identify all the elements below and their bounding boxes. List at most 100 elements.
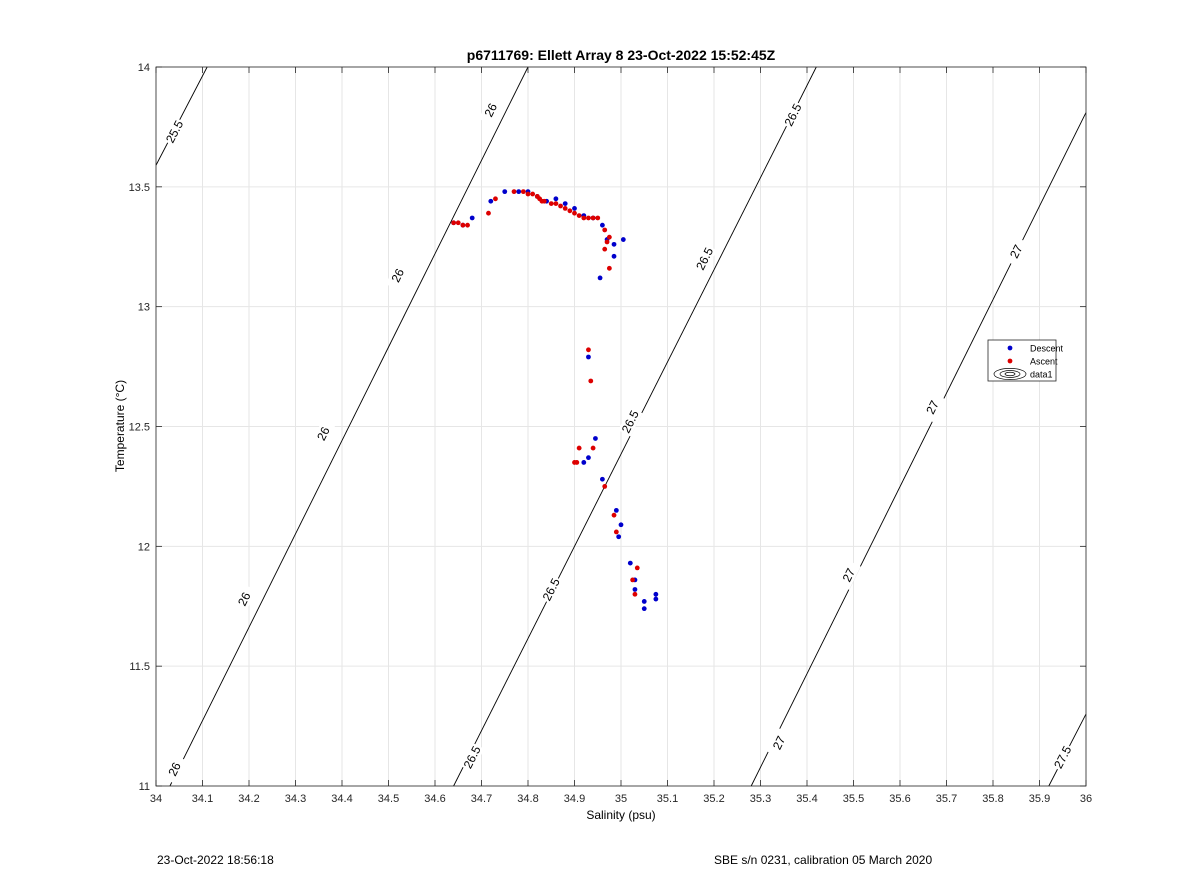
data-point-ascent [572,210,577,216]
legend-marker-descent [1007,345,1013,351]
legend-box [987,339,1057,382]
data-point-descent [613,507,619,513]
data-point-ascent [602,227,608,233]
isopycnal-label: 26 [235,590,254,608]
isopycnal-label-bg [232,584,257,614]
isopycnal-label: 26 [165,760,184,778]
data-point-descent [618,522,624,528]
isopycnal-label: 27 [923,398,942,416]
x-tick-label: 34.9 [564,793,585,805]
data-point-ascent [606,234,612,240]
data-point-ascent [574,460,580,465]
y-tick-label: 11.5 [129,661,150,673]
y-tick-label: 14 [138,62,150,74]
isopycnal-label-bg [920,392,945,423]
data-point-descent [572,206,577,211]
isopycnal-line [155,66,208,166]
data-point-ascent [604,239,610,245]
y-tick-label: 12 [138,541,150,553]
data-point-ascent [590,215,596,221]
data-point-descent [593,436,598,441]
data-point-descent [600,222,605,228]
data-point-ascent [588,378,594,384]
data-point-descent [597,275,603,281]
data-point-ascent [586,347,591,353]
x-tick-label: 35 [615,793,627,805]
isopycnal-label-bg [539,574,564,605]
x-tick-label: 35.7 [936,793,957,805]
data-point-ascent [451,220,456,226]
isopycnal-label-bg [311,418,336,449]
isopycnal-label-bg [162,754,187,784]
x-tick-label: 35.2 [703,793,724,805]
x-tick-label: 35.9 [1029,793,1050,805]
x-tick-label: 36 [1080,793,1092,805]
data-point-descent [553,196,559,202]
data-point-ascent [613,529,619,535]
data-point-descent [620,237,626,242]
data-point-ascent [602,484,608,489]
data-point-ascent [632,591,638,597]
isopycnal-label: 26 [314,424,333,442]
series-descent [451,189,659,612]
data-point-descent [653,596,659,602]
data-point-ascent [530,191,536,197]
isopycnal-label-bg [460,742,485,772]
x-tick-label: 34.6 [424,793,445,805]
data-point-ascent [595,215,601,221]
legend-label-descent: Descent [1030,344,1064,354]
data-point-ascent [493,196,498,202]
legend: Descent Ascent data1 [987,339,1064,382]
isopycnal-label-bg [618,406,643,437]
isopycnal-label-bg [767,728,792,758]
data-point-ascent [541,198,547,204]
data-point-ascent [558,203,563,209]
data-point-descent [581,460,587,465]
data-point-descent [469,215,475,221]
data-point-ascent [520,189,526,195]
data-point-ascent [576,213,582,218]
data-point-ascent [581,215,587,221]
data-point-descent [600,476,605,482]
legend-label-data1: data1 [1030,370,1053,380]
legend-label-ascent: Ascent [1030,357,1058,367]
data-point-ascent [465,222,470,228]
data-point-descent [586,455,591,461]
data-point-descent [516,189,522,195]
density-contours: 25.5262626262626.526.526.526.526.5272727… [155,66,1087,787]
data-point-descent [586,354,591,360]
isopycnal-label-bg [478,95,503,125]
data-point-ascent [562,206,568,211]
x-tick-label: 35.4 [796,793,817,805]
x-tick-label: 34.4 [331,793,352,805]
isopycnal-label: 27 [1007,242,1026,260]
data-point-ascent [460,222,466,228]
legend-marker-contour [1004,371,1016,377]
x-tick-label: 34 [150,793,162,805]
data-point-ascent [486,210,491,216]
data-point-descent [627,560,633,566]
data-point-ascent [590,445,596,451]
data-point-descent [616,534,622,540]
data-point-ascent [553,201,559,207]
data-point-ascent [525,191,531,197]
x-tick-label: 34.5 [378,793,399,805]
axis-ticks: 34 34.1 34.2 34.3 34.4 34.5 34.6 34.7 34.8 34.9 35… [129,62,1093,805]
y-tick-label: 13.5 [129,182,150,194]
data-point-ascent [455,220,461,226]
series-ascent [451,189,640,597]
data-point-descent [611,253,617,259]
data-point-ascent [602,246,608,252]
isopycnal-label-bg [836,560,861,590]
data-point-descent [611,241,617,247]
footer-timestamp: 23-Oct-2022 18:56:18 [157,853,274,867]
x-tick-label: 34.2 [238,793,259,805]
data-point-descent [562,201,568,207]
isopycnal-label-bg [1050,742,1075,773]
data-point-ascent [630,577,636,583]
x-tick-label: 35.1 [657,793,678,805]
data-point-descent [641,606,647,612]
data-point-ascent [611,512,617,518]
y-tick-label: 11 [139,781,150,793]
y-tick-label: 12.5 [129,422,150,434]
